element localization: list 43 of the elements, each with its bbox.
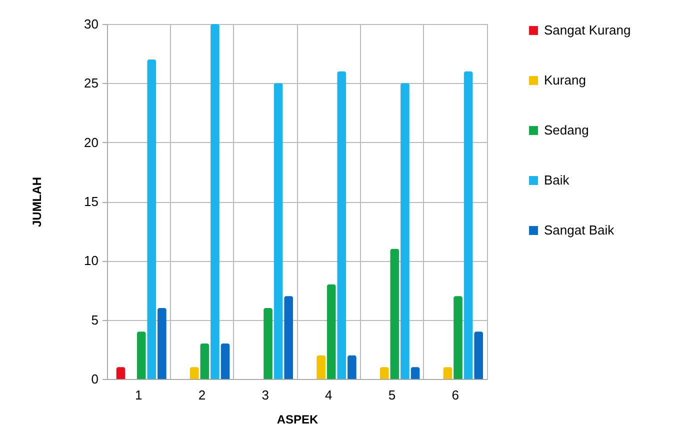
x-tick-label: 5 — [388, 388, 396, 402]
x-tick-label: 2 — [198, 388, 206, 402]
bar — [326, 284, 336, 379]
bar — [274, 83, 283, 379]
bar — [136, 332, 146, 379]
bar — [443, 367, 452, 379]
bar — [210, 24, 220, 379]
bar — [284, 296, 294, 379]
bar — [200, 344, 210, 379]
bar — [337, 71, 346, 379]
y-axis-title: JUMLAH — [30, 177, 44, 227]
y-tick-label: 0 — [91, 372, 98, 386]
y-tick-label: 25 — [84, 76, 98, 91]
legend-label: Sangat Baik — [544, 222, 615, 238]
bar — [147, 60, 156, 379]
y-tick-label: 5 — [91, 312, 98, 328]
y-tick-label: 10 — [84, 253, 98, 268]
bar — [380, 367, 389, 379]
bar — [464, 71, 473, 379]
x-axis-title: ASPEK — [276, 412, 319, 426]
bar — [158, 308, 166, 379]
x-tick-label: 1 — [135, 388, 142, 402]
x-tick-label: 4 — [325, 388, 332, 402]
legend-label: Baik — [544, 172, 570, 188]
x-tick-label: 6 — [452, 388, 459, 402]
legend-label: Sedang — [544, 122, 589, 138]
bar — [410, 367, 420, 379]
bar — [474, 332, 484, 379]
y-tick-label: 20 — [84, 134, 98, 150]
bar — [390, 248, 400, 379]
legend-label: Sangat Kurang — [544, 22, 631, 38]
bar — [454, 296, 462, 379]
bar — [264, 308, 272, 379]
y-tick-label: 30 — [84, 16, 98, 32]
bar — [190, 367, 199, 379]
bar — [316, 355, 326, 379]
y-tick-label: 15 — [84, 194, 98, 209]
bar — [348, 355, 356, 379]
bar — [220, 344, 230, 379]
bar — [116, 367, 126, 379]
legend-label: Kurang — [544, 72, 586, 88]
x-tick-label: 3 — [262, 388, 269, 402]
bar — [400, 83, 410, 379]
